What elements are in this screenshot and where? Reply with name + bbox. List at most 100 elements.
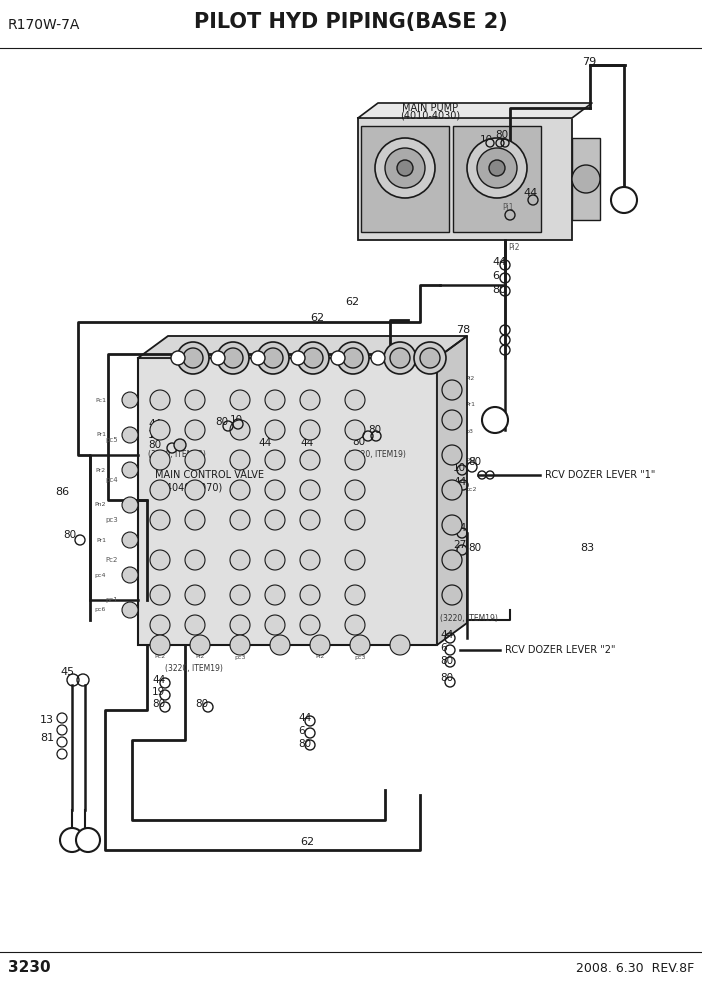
Text: p3: p3 [465, 430, 473, 434]
Polygon shape [138, 336, 467, 358]
Circle shape [384, 342, 416, 374]
Circle shape [265, 450, 285, 470]
Circle shape [345, 615, 365, 635]
Text: pc3: pc3 [105, 517, 118, 523]
Circle shape [265, 550, 285, 570]
Text: 44: 44 [152, 675, 165, 685]
Circle shape [300, 585, 320, 605]
Text: RCV DOZER LEVER "2": RCV DOZER LEVER "2" [505, 645, 616, 655]
Circle shape [265, 585, 285, 605]
Text: 62: 62 [300, 837, 314, 847]
Text: 44: 44 [148, 419, 161, 429]
Text: 80: 80 [468, 543, 481, 553]
Text: (4040-4070): (4040-4070) [162, 483, 223, 493]
Text: 13: 13 [40, 715, 54, 725]
Text: (3220, ITEM19): (3220, ITEM19) [165, 664, 223, 673]
Text: pc5: pc5 [105, 437, 118, 443]
Circle shape [442, 480, 462, 500]
Circle shape [300, 390, 320, 410]
Circle shape [122, 427, 138, 443]
Circle shape [122, 497, 138, 513]
Circle shape [477, 148, 517, 188]
Circle shape [442, 445, 462, 465]
Circle shape [345, 480, 365, 500]
Text: Pr2: Pr2 [96, 467, 106, 472]
Text: 10: 10 [480, 135, 493, 145]
Circle shape [185, 585, 205, 605]
Text: pc1: pc1 [105, 597, 118, 603]
Text: 10: 10 [453, 463, 466, 473]
Circle shape [442, 380, 462, 400]
Circle shape [230, 550, 250, 570]
Circle shape [265, 420, 285, 440]
Circle shape [185, 450, 205, 470]
Text: R170W-7A: R170W-7A [8, 18, 80, 32]
Circle shape [150, 450, 170, 470]
Text: 6: 6 [440, 643, 446, 653]
Circle shape [122, 567, 138, 583]
Text: 6: 6 [492, 271, 499, 281]
Circle shape [291, 351, 305, 365]
Text: 44: 44 [298, 713, 311, 723]
Bar [453, 126, 541, 232]
Circle shape [489, 160, 505, 176]
Circle shape [265, 510, 285, 530]
Circle shape [371, 351, 385, 365]
Text: Pi1: Pi1 [502, 203, 513, 212]
Polygon shape [358, 103, 592, 118]
Circle shape [76, 828, 100, 852]
Circle shape [442, 515, 462, 535]
Text: pc4: pc4 [95, 572, 106, 577]
Circle shape [230, 480, 250, 500]
Text: 19: 19 [152, 687, 165, 697]
Text: Pr1: Pr1 [96, 433, 106, 437]
Circle shape [390, 348, 410, 368]
Circle shape [385, 148, 425, 188]
Text: (3220, ITEM19): (3220, ITEM19) [148, 449, 206, 458]
Circle shape [345, 585, 365, 605]
Circle shape [467, 138, 527, 198]
Text: 80: 80 [368, 425, 381, 435]
Circle shape [230, 390, 250, 410]
Text: PILOT HYD PIPING(BASE 2): PILOT HYD PIPING(BASE 2) [194, 12, 508, 32]
Circle shape [177, 342, 209, 374]
Circle shape [345, 420, 365, 440]
Text: 27: 27 [453, 540, 466, 550]
Bar [358, 118, 572, 240]
Text: 80: 80 [148, 440, 161, 450]
Circle shape [230, 585, 250, 605]
Text: Pc2: Pc2 [105, 557, 117, 563]
Text: MAIN CONTROL VALVE: MAIN CONTROL VALVE [155, 470, 264, 480]
Circle shape [230, 450, 250, 470]
Circle shape [337, 342, 369, 374]
Text: B: B [68, 835, 77, 845]
Text: pc6: pc6 [95, 607, 106, 612]
Circle shape [397, 160, 413, 176]
Circle shape [343, 348, 363, 368]
Text: Pi2: Pi2 [195, 655, 204, 660]
Text: 79: 79 [582, 57, 596, 67]
Text: B: B [620, 195, 628, 205]
Text: Pc1: Pc1 [95, 398, 106, 403]
Text: 81: 81 [40, 733, 54, 743]
Circle shape [300, 480, 320, 500]
Circle shape [300, 450, 320, 470]
Text: A: A [84, 835, 92, 845]
Text: 78: 78 [456, 325, 470, 335]
Text: (3220, ITEM19): (3220, ITEM19) [440, 613, 498, 623]
Text: Pr1: Pr1 [96, 538, 106, 543]
Circle shape [150, 585, 170, 605]
Text: 80: 80 [152, 699, 165, 709]
Circle shape [297, 342, 329, 374]
Text: 80: 80 [63, 530, 76, 540]
Text: MAIN PUMP: MAIN PUMP [402, 103, 458, 113]
Circle shape [211, 351, 225, 365]
Text: Pi2: Pi2 [465, 376, 475, 381]
Circle shape [350, 635, 370, 655]
Text: 80: 80 [298, 739, 311, 749]
Text: 44: 44 [258, 438, 271, 448]
Circle shape [230, 420, 250, 440]
Circle shape [60, 828, 84, 852]
Text: 44: 44 [440, 630, 453, 640]
Circle shape [300, 510, 320, 530]
